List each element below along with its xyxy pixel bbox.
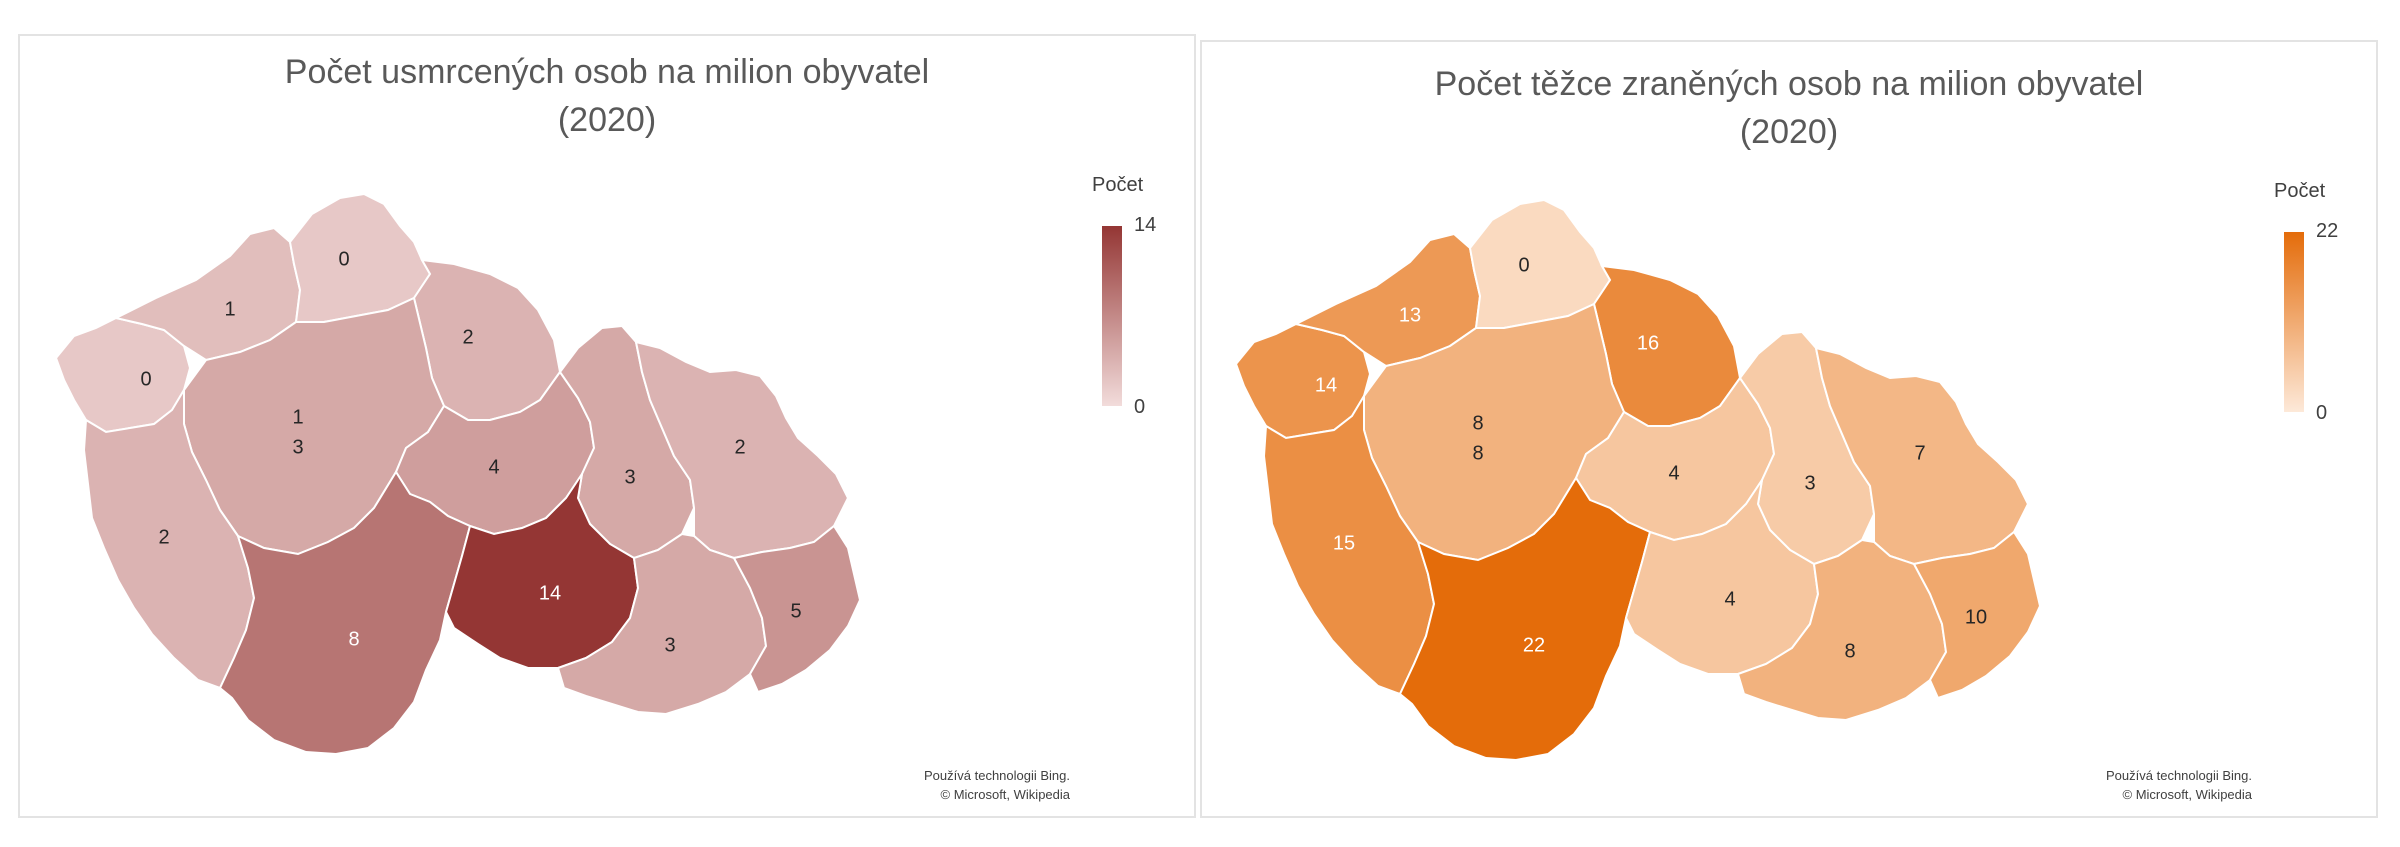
- region-label-pardubicky: 4: [488, 456, 499, 478]
- region-label-pardubicky: 4: [1668, 462, 1679, 484]
- map-title-line2: (2020): [1739, 113, 1839, 151]
- region-label-jihocesky: 22: [1523, 634, 1545, 656]
- region-jihocesky: [1398, 476, 1652, 762]
- credit-line2: © Microsoft, Wikipedia: [2122, 787, 2253, 802]
- legend-min-value: 0: [2316, 402, 2328, 424]
- region-label-ustecky: 13: [1399, 304, 1421, 326]
- region-label-vysocina: 14: [539, 582, 561, 604]
- region-label-kralovehradecky: 16: [1637, 332, 1659, 354]
- region-label-jihomoravsky: 8: [1844, 640, 1855, 662]
- region-label-kralovehradecky: 2: [462, 326, 473, 348]
- region-jihocesky: [218, 470, 472, 756]
- region-label-stredocesky: 3: [292, 436, 303, 458]
- region-label-praha: 1: [292, 406, 303, 428]
- legend-title: Počet: [1092, 174, 1144, 196]
- region-label-zlinsky: 5: [790, 600, 801, 622]
- region-olomoucky: [558, 324, 696, 560]
- region-label-zlinsky: 10: [1965, 606, 1987, 628]
- region-label-praha: 8: [1472, 412, 1483, 434]
- region-jihomoravsky: [556, 532, 768, 716]
- credit-line1: Používá technologii Bing.: [2106, 768, 2252, 783]
- map-panel-injured: Počet těžce zraněných osob na milion oby…: [1200, 40, 2378, 818]
- region-label-ustecky: 1: [224, 298, 235, 320]
- map-credit: Používá technologii Bing. © Microsoft, W…: [924, 766, 1070, 804]
- map-regions: 0 1 0 2 1 3 2 4 3 2 8 14 3 5: [54, 192, 862, 756]
- map-title: Počet těžce zraněných osob na milion oby…: [1202, 60, 2376, 156]
- region-zlinsky: [732, 524, 862, 694]
- map-title-line2: (2020): [557, 101, 657, 139]
- legend-min-value: 0: [1134, 396, 1146, 418]
- region-jihomoravsky: [1736, 538, 1948, 722]
- region-label-liberecky: 0: [1518, 254, 1529, 276]
- legend-max-value: 14: [1134, 214, 1157, 236]
- map-regions: 14 13 0 16 8 8 15 4 3 7 22 4 8 10: [1234, 198, 2042, 762]
- region-label-moravskoslezsky: 7: [1914, 442, 1925, 464]
- map-credit: Používá technologii Bing. © Microsoft, W…: [2106, 766, 2252, 804]
- region-label-jihomoravsky: 3: [664, 634, 675, 656]
- map-panel-killed: Počet usmrcených osob na milion obyvatel…: [18, 34, 1196, 818]
- map-title: Počet usmrcených osob na milion obyvatel…: [20, 48, 1194, 144]
- legend-title: Počet: [2274, 180, 2326, 202]
- region-label-olomoucky: 3: [624, 466, 635, 488]
- region-label-moravskoslezsky: 2: [734, 436, 745, 458]
- region-olomoucky: [1738, 330, 1876, 566]
- choropleth-map-killed: 0 1 0 2 1 3 2 4 3 2 8 14 3 5: [54, 192, 862, 756]
- legend-max-value: 22: [2316, 220, 2339, 242]
- legend-color-scale: [1102, 226, 1122, 406]
- region-zlinsky: [1912, 530, 2042, 700]
- legend-color-scale: [2284, 232, 2304, 412]
- credit-line1: Používá technologii Bing.: [924, 768, 1070, 783]
- map-title-line1: Počet usmrcených osob na milion obyvatel: [284, 53, 930, 91]
- region-label-stredocesky: 8: [1472, 442, 1483, 464]
- region-label-liberecky: 0: [338, 248, 349, 270]
- region-label-karlovarsky: 14: [1315, 374, 1337, 396]
- credit-line2: © Microsoft, Wikipedia: [940, 787, 1071, 802]
- region-label-olomoucky: 3: [1804, 472, 1815, 494]
- map-title-line1: Počet těžce zraněných osob na milion oby…: [1434, 65, 2144, 103]
- region-label-vysocina: 4: [1724, 588, 1735, 610]
- choropleth-map-injured: 14 13 0 16 8 8 15 4 3 7 22 4 8 10: [1234, 198, 2042, 762]
- region-label-plzensky: 2: [158, 526, 169, 548]
- region-label-plzensky: 15: [1333, 532, 1355, 554]
- region-label-jihocesky: 8: [348, 628, 359, 650]
- region-label-karlovarsky: 0: [140, 368, 151, 390]
